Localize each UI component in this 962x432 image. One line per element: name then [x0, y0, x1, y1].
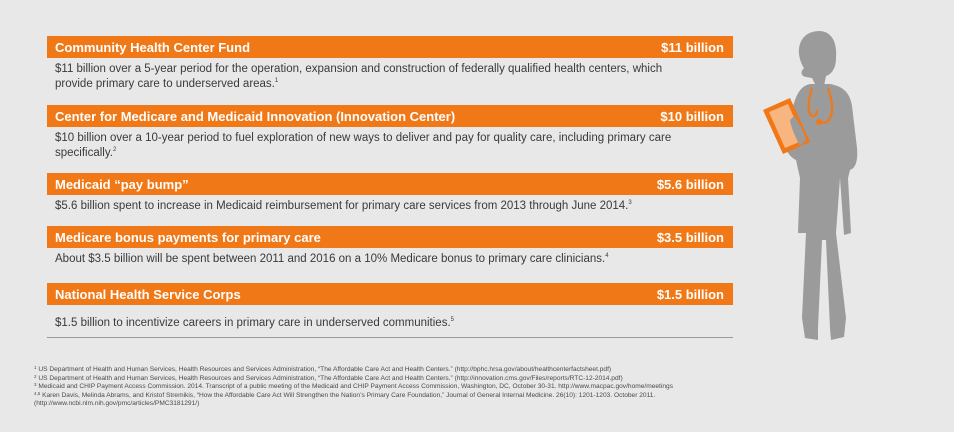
funding-item-medicare-bonus: Medicare bonus payments for primary care… — [47, 226, 733, 267]
funding-item-header: National Health Service Corps $1.5 billi… — [47, 283, 733, 305]
footnote: 2 US Department of Health and Human Serv… — [34, 373, 623, 382]
funding-item-title: Center for Medicare and Medicaid Innovat… — [55, 108, 456, 124]
funding-item-description: $11 billion over a 5-year period for the… — [55, 63, 663, 90]
funding-item-community-health: Community Health Center Fund $11 billion… — [47, 36, 733, 92]
doctor-with-tablet-icon — [763, 31, 858, 340]
footnote: 1 US Department of Health and Human Serv… — [34, 365, 612, 373]
funding-item-nhsc: National Health Service Corps $1.5 billi… — [47, 283, 733, 331]
funding-item-header: Center for Medicare and Medicaid Innovat… — [47, 105, 733, 127]
footnotes: 1 US Department of Health and Human Serv… — [34, 365, 854, 409]
funding-item-title: Medicare bonus payments for primary care — [55, 229, 321, 245]
funding-item-amount: $1.5 billion — [656, 286, 724, 302]
funding-item-medicaid-pay-bump: Medicaid “pay bump” $5.6 billion $5.6 bi… — [47, 173, 733, 214]
funding-item-description: $1.5 billion to incentivize careers in p… — [55, 317, 454, 329]
funding-item-title: Medicaid “pay bump” — [55, 176, 189, 192]
funding-item-description: $10 billion over a 10-year period to fue… — [55, 132, 672, 159]
footnote: (http://www.ncbi.nlm.nih.gov/pmc/article… — [34, 400, 200, 408]
funding-item-description: $5.6 billion spent to increase in Medica… — [55, 200, 632, 212]
footnote: 3 Medicaid and CHIP Payment Access Commi… — [34, 382, 673, 391]
funding-item-header: Community Health Center Fund $11 billion — [47, 36, 733, 58]
funding-item-title: Community Health Center Fund — [55, 39, 251, 55]
divider — [47, 337, 733, 338]
page-edge — [954, 0, 962, 432]
funding-item-innovation-center: Center for Medicare and Medicaid Innovat… — [47, 105, 733, 161]
footnote: 4,5 Karen Davis, Melinda Abrams, and Kri… — [34, 390, 656, 399]
funding-item-header: Medicaid “pay bump” $5.6 billion — [47, 173, 733, 195]
funding-item-amount: $5.6 billion — [656, 176, 724, 192]
funding-item-amount: $10 billion — [660, 108, 724, 124]
funding-item-amount: $11 billion — [661, 39, 724, 55]
funding-item-header: Medicare bonus payments for primary care… — [47, 226, 733, 248]
funding-item-title: National Health Service Corps — [55, 286, 241, 302]
funding-item-description: About $3.5 billion will be spent between… — [55, 253, 609, 265]
funding-item-amount: $3.5 billion — [656, 229, 724, 245]
